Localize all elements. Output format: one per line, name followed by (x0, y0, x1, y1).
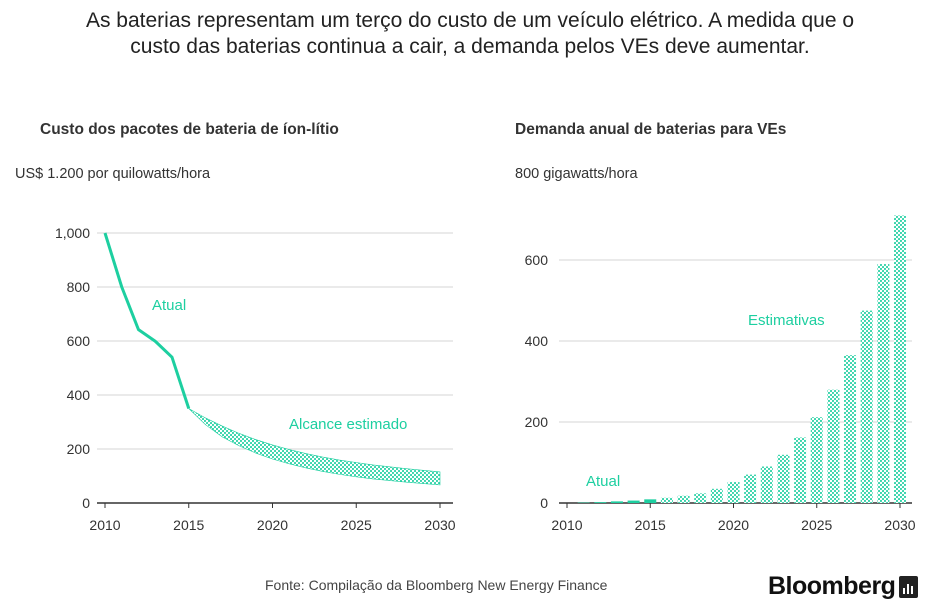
right-x-tick-label: 2010 (551, 517, 582, 533)
right-y-tick-label: 400 (525, 333, 549, 349)
bar-estimate-2030 (894, 215, 906, 503)
right-y-tick-label: 0 (540, 495, 548, 511)
annotation-alcance-estimado: Alcance estimado (289, 416, 407, 433)
bar-estimate-2023 (777, 454, 790, 503)
bloomberg-chart-icon (899, 576, 918, 598)
bar-estimate-2019 (710, 488, 723, 503)
bar-estimate-2026 (827, 389, 840, 503)
source-note: Fonte: Compilação da Bloomberg New Energ… (265, 577, 608, 593)
bar-actual-2012 (594, 502, 607, 503)
left-x-tick-label: 2010 (89, 517, 120, 533)
left-y-tick-label: 1,000 (55, 225, 90, 241)
left-x-tick-label: 2020 (257, 517, 288, 533)
bloomberg-logo: Bloomberg (768, 572, 896, 600)
bar-actual-2014 (627, 500, 640, 503)
bar-estimate-2018 (694, 493, 707, 503)
left-x-tick-label: 2030 (424, 517, 455, 533)
right-x-tick-label: 2025 (801, 517, 832, 533)
right-chart-unit-label: 800 gigawatts/hora (515, 166, 638, 182)
current-cost-line (103, 232, 191, 409)
headline: As baterias representam um terço do cust… (85, 9, 855, 58)
left-y-tick-label: 600 (67, 333, 91, 349)
left-y-tick-label: 800 (67, 279, 91, 295)
right-chart-title: Demanda anual de baterias para VEs (515, 121, 787, 138)
right-x-tick-label: 2015 (635, 517, 666, 533)
left-x-tick-label: 2015 (173, 517, 204, 533)
bar-estimate-2025 (810, 417, 823, 503)
bar-estimate-2028 (860, 310, 873, 503)
right-chart: 0 200 400 600 2010 2015 2020 2025 2030 Atual Estim… (525, 215, 916, 533)
left-chart: 0 200 400 600 800 1,000 2010 2015 2020 2025 2030 At… (55, 225, 456, 533)
bar-estimate-2021 (744, 474, 757, 503)
bar-estimate-2017 (677, 495, 690, 503)
bar-estimate-2016 (660, 497, 673, 503)
annotation-estimativas: Estimativas (748, 312, 825, 329)
bar-actual-2015 (644, 499, 657, 503)
bar-estimate-2024 (794, 437, 807, 503)
left-chart-title: Custo dos pacotes de bateria de íon-líti… (40, 121, 339, 138)
left-chart-unit-label: US$ 1.200 por quilowatts/hora (15, 166, 211, 182)
left-y-tick-label: 0 (82, 495, 90, 511)
bar-estimate-2020 (727, 481, 740, 503)
right-x-tick-label: 2020 (718, 517, 749, 533)
right-y-tick-label: 200 (525, 414, 549, 430)
annotation-atual-right: Atual (586, 473, 620, 490)
right-y-tick-label: 600 (525, 252, 549, 268)
left-x-tick-label: 2025 (341, 517, 372, 533)
left-y-tick-label: 400 (67, 387, 91, 403)
annotation-atual: Atual (152, 297, 186, 314)
bar-actual-2013 (610, 501, 623, 503)
bar-estimate-2029 (877, 264, 890, 503)
bar-estimate-2022 (760, 466, 773, 503)
right-x-tick-label: 2030 (884, 517, 915, 533)
estimated-range-band (188, 408, 441, 486)
left-y-tick-label: 200 (67, 441, 91, 457)
bar-estimate-2027 (844, 355, 857, 503)
